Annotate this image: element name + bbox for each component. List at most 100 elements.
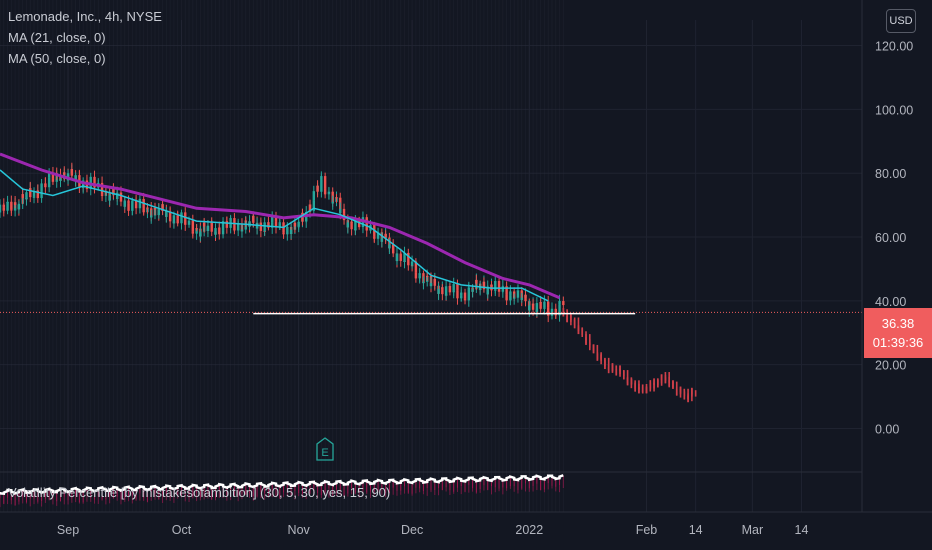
candle-body <box>410 261 414 266</box>
candle-body <box>225 222 229 228</box>
candle-body <box>550 308 554 313</box>
price-tick-label: 100.00 <box>875 103 913 117</box>
candle-body <box>100 182 104 195</box>
candle-body <box>40 183 43 192</box>
grid-layer <box>0 20 862 512</box>
candle-body <box>47 173 51 178</box>
candle-body <box>10 209 13 211</box>
candle-body <box>134 203 138 209</box>
candle-body <box>320 179 323 192</box>
candle-body <box>486 286 489 295</box>
currency-button[interactable]: USD <box>886 9 916 33</box>
candle-body <box>74 175 77 181</box>
candle-body <box>467 287 471 290</box>
bar-countdown: 01:39:36 <box>872 335 924 350</box>
candle-body <box>252 215 255 223</box>
candle-body <box>191 231 195 234</box>
price-axis[interactable]: 120.00 100.00 80.00 60.00 40.00 20.00 0.00 <box>861 0 932 550</box>
time-tick-label: 14 <box>689 523 703 537</box>
candle-body <box>456 290 459 299</box>
projection-layer <box>562 307 697 403</box>
candle-body <box>274 221 278 228</box>
time-tick-label: Oct <box>172 523 192 537</box>
candle-body <box>138 198 142 203</box>
candle-body <box>119 192 123 202</box>
candle-body <box>202 222 206 227</box>
earnings-icon[interactable]: E <box>316 437 334 461</box>
candle-body <box>399 254 402 261</box>
ma-fast-legend[interactable]: MA (21, close, 0) <box>8 30 106 45</box>
candle-body <box>278 222 281 224</box>
candle-body <box>63 172 66 175</box>
candle-body <box>471 289 474 292</box>
candle-body <box>36 190 40 199</box>
candle-body <box>127 203 130 211</box>
candle-body <box>463 298 467 301</box>
candle-body <box>293 222 297 227</box>
candle-body <box>206 225 210 232</box>
candle-body <box>327 191 331 194</box>
candle-body <box>429 282 433 287</box>
candle-body <box>51 178 55 182</box>
candle-body <box>494 280 497 290</box>
last-price-value: 36.38 <box>881 316 915 331</box>
candle-body <box>539 302 542 309</box>
candle-body <box>218 227 221 235</box>
candle-body <box>297 221 300 227</box>
time-tick-label: 14 <box>795 523 809 537</box>
candle-body <box>482 281 486 290</box>
candle-body <box>320 176 323 180</box>
time-tick-label: Sep <box>57 523 79 537</box>
candle-body <box>350 221 353 230</box>
candle-body <box>323 188 327 195</box>
ma-slow-legend[interactable]: MA (50, close, 0) <box>8 51 106 66</box>
volatility-indicator-label[interactable]: Volatility Percentile [by mistakesofambi… <box>8 485 391 500</box>
candle-body <box>0 211 2 213</box>
candle-body <box>165 211 168 217</box>
candle-body <box>289 229 293 235</box>
candle-body <box>354 221 357 231</box>
candle-body <box>44 183 47 188</box>
candle-body <box>357 221 361 228</box>
candle-body <box>199 231 202 237</box>
candle-body <box>426 275 429 277</box>
candle-body <box>516 290 520 292</box>
candle-body <box>142 208 145 213</box>
candle-body <box>547 307 550 316</box>
candle-body <box>388 244 391 249</box>
candle-body <box>475 279 478 284</box>
time-axis[interactable]: Sep Oct Nov Dec 2022 Feb 14 Mar 14 <box>0 511 932 537</box>
candle-body <box>131 200 134 209</box>
time-tick-label: Feb <box>636 523 658 537</box>
candle-body <box>221 221 225 231</box>
candle-body <box>17 203 21 210</box>
price-tick-label: 80.00 <box>875 167 906 181</box>
symbol-title[interactable]: Lemonade, Inc., 4h, NYSE <box>8 9 162 24</box>
candle-body <box>32 190 36 197</box>
candle-body <box>365 223 368 231</box>
candle-body <box>528 305 531 311</box>
volatility-pane <box>0 471 862 508</box>
time-tick-label: Dec <box>401 523 423 537</box>
candle-body <box>505 286 508 295</box>
candle-body <box>286 227 289 235</box>
candle-body <box>312 191 315 201</box>
price-tick-label: 20.00 <box>875 359 906 373</box>
candle-body <box>244 220 247 222</box>
candle-body <box>558 304 561 316</box>
candle-body <box>161 204 164 212</box>
candle-body <box>512 297 516 299</box>
candle-body <box>25 192 28 200</box>
candle-body <box>562 301 565 306</box>
candle-body <box>233 225 236 231</box>
candle-body <box>395 253 399 262</box>
candle-body <box>168 212 172 222</box>
ma-slow-line <box>0 152 561 300</box>
last-price-tag: 36.38 01:39:36 <box>864 308 932 358</box>
candle-body <box>460 292 463 296</box>
candle-body <box>195 228 198 230</box>
chart-legend: Lemonade, Inc., 4h, NYSE MA (21, close, … <box>8 6 162 69</box>
candle-body <box>100 194 104 196</box>
candle-body <box>0 204 2 212</box>
